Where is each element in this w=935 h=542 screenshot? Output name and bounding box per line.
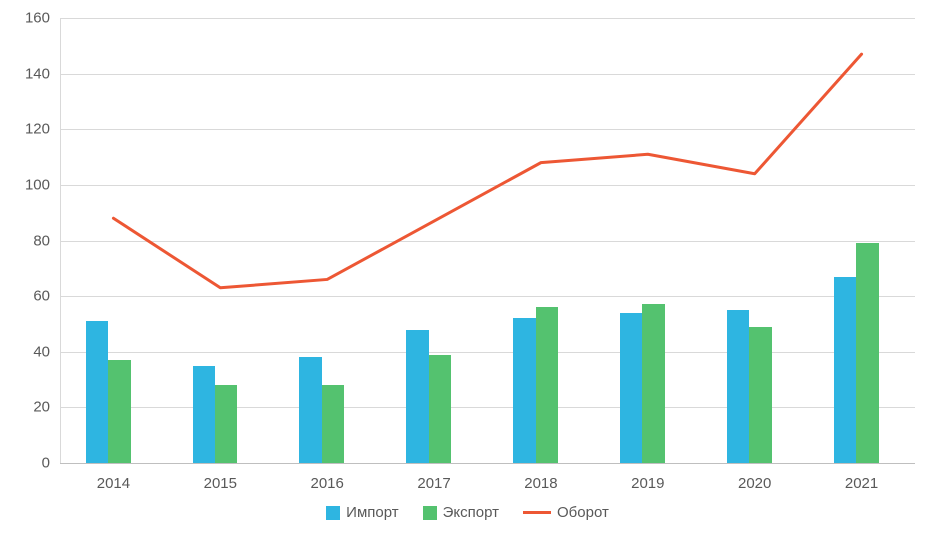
x-tick-label: 2016	[311, 475, 344, 492]
x-tick-label: 2018	[524, 475, 557, 492]
legend-label-export: Экспорт	[443, 504, 499, 521]
legend: Импорт Экспорт Оборот	[0, 504, 935, 521]
plot-area: 0204060801001201401602014201520162017201…	[60, 18, 915, 463]
x-tick-label: 2014	[97, 475, 130, 492]
grid-line	[60, 463, 915, 464]
chart-container: 0 20 40 60 80 100 120 140 160 2014 2015 2016 2017 201…	[0, 0, 935, 542]
legend-item-oborot: Оборот	[523, 504, 609, 521]
y-tick-label: 60	[10, 288, 50, 305]
x-tick-label: 2021	[845, 475, 878, 492]
legend-label-oborot: Оборот	[557, 504, 609, 521]
legend-label-import: Импорт	[346, 504, 398, 521]
legend-swatch-oborot	[523, 511, 551, 514]
legend-item-export: Экспорт	[423, 504, 499, 521]
legend-item-import: Импорт	[326, 504, 398, 521]
y-tick-label: 100	[10, 176, 50, 193]
line-series-oborot	[113, 54, 861, 288]
legend-swatch-import	[326, 506, 340, 520]
x-tick-label: 2019	[631, 475, 664, 492]
y-tick-label: 40	[10, 343, 50, 360]
y-tick-label: 20	[10, 399, 50, 416]
y-tick-label: 0	[10, 455, 50, 472]
legend-swatch-export	[423, 506, 437, 520]
x-tick-label: 2015	[204, 475, 237, 492]
x-tick-label: 2020	[738, 475, 771, 492]
y-tick-label: 160	[10, 10, 50, 27]
x-tick-label: 2017	[417, 475, 450, 492]
y-tick-label: 80	[10, 232, 50, 249]
y-tick-label: 140	[10, 65, 50, 82]
line-series-layer	[60, 18, 915, 463]
y-tick-label: 120	[10, 121, 50, 138]
